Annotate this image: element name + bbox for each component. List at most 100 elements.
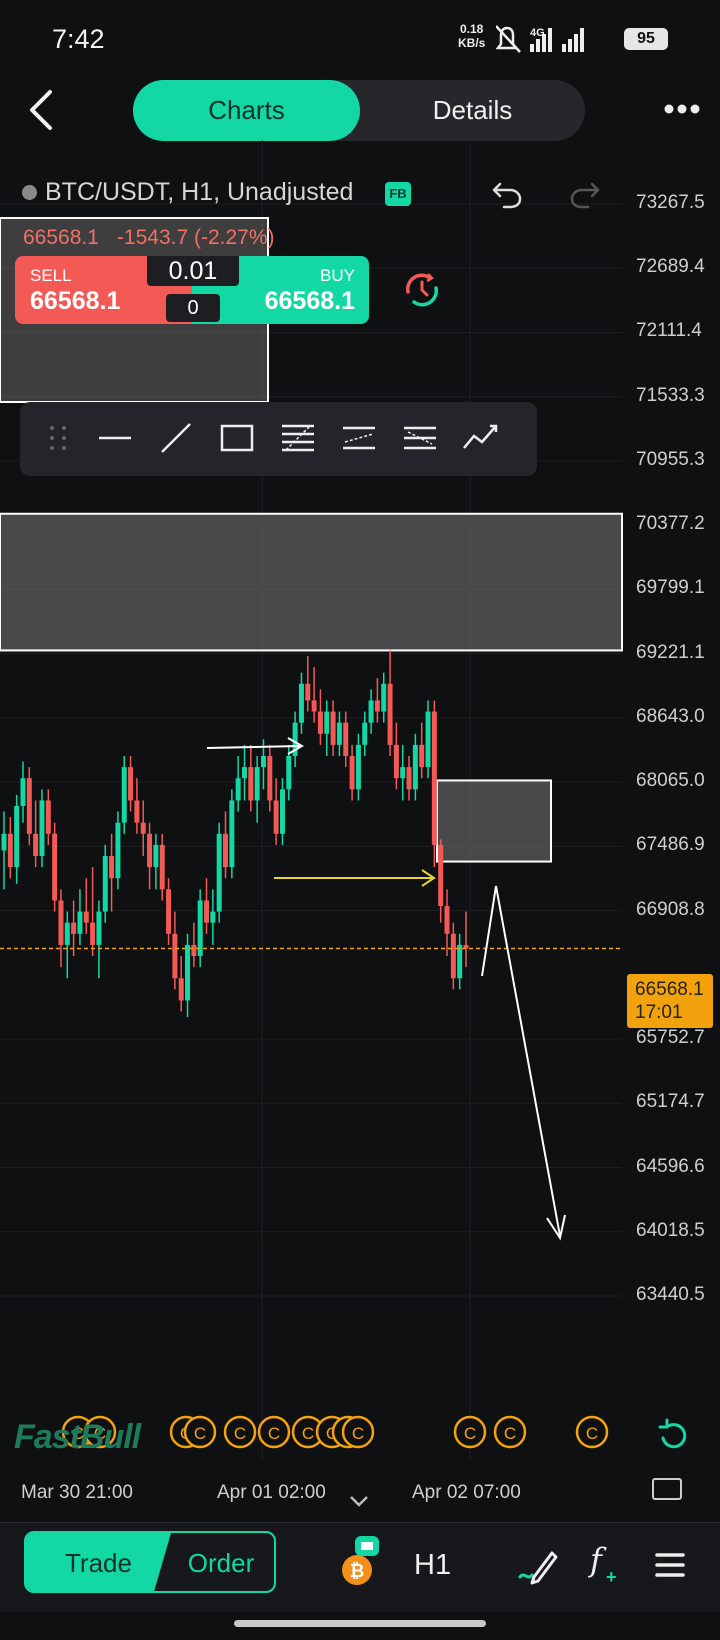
price-axis-label: 69221.1 — [636, 641, 705, 663]
trend-line-icon[interactable] — [156, 418, 196, 458]
candle-body — [336, 722, 342, 745]
rectangle-tool-icon[interactable] — [217, 418, 257, 458]
event-marker-label: C — [302, 1424, 314, 1443]
view-switcher: Charts Details — [133, 80, 585, 141]
candle-body — [286, 756, 292, 790]
candle-body — [425, 711, 431, 768]
projection-arrow — [481, 885, 561, 1237]
candle-body — [197, 900, 203, 957]
fb-badge: FB — [385, 182, 411, 206]
event-marker-ring — [257, 1415, 291, 1449]
candle-body — [292, 722, 298, 757]
candle-body — [26, 778, 32, 834]
horizontal-line-icon[interactable] — [95, 418, 135, 458]
candle-body — [235, 778, 241, 801]
price-axis-label: 69799.1 — [636, 577, 705, 599]
chart-annotations — [0, 737, 622, 1241]
event-marker-label: C — [586, 1424, 598, 1443]
asset-badge-icon — [355, 1536, 379, 1556]
back-arrow-icon[interactable] — [22, 88, 62, 132]
event-marker-ring — [223, 1415, 257, 1449]
candle-body — [191, 944, 197, 957]
price-axis-label: 66908.8 — [636, 898, 705, 920]
candle-body — [185, 944, 191, 1001]
candle-body — [128, 767, 134, 801]
redo-icon[interactable] — [568, 176, 602, 210]
tab-details[interactable]: Details — [432, 95, 513, 125]
status-bar: 7:42 0.18 KB/s 4G 95 — [0, 0, 720, 76]
candle-body — [64, 922, 70, 945]
candle-body — [109, 856, 115, 879]
candle-body — [1, 833, 7, 851]
candle-body — [406, 767, 412, 790]
supply-zone — [0, 512, 623, 652]
time-label: Apr 02 07:00 — [412, 1482, 521, 1503]
price-chart[interactable]: CCCCCCCCCCCCC — [0, 140, 720, 1460]
tab-order[interactable]: Order — [187, 1548, 255, 1578]
candle-body — [381, 683, 387, 712]
home-indicator[interactable] — [234, 1620, 486, 1627]
candle-body — [216, 833, 222, 912]
buy-price: 66568.1 — [264, 287, 355, 315]
net-speed: 0.18 KB/s — [458, 22, 485, 50]
candle-body — [393, 744, 399, 779]
polyline-tool-icon[interactable] — [462, 418, 502, 458]
candle-body — [450, 933, 456, 979]
event-marker-ring — [575, 1415, 609, 1449]
candle-body — [140, 822, 146, 834]
chevron-down-icon[interactable] — [348, 1494, 370, 1508]
price-axis-label: 71533.3 — [636, 384, 705, 406]
price-change-row: 66568.1 -1543.7 (-2.27%) — [23, 226, 275, 250]
candle-body — [96, 911, 102, 945]
more-options-icon[interactable] — [664, 102, 700, 116]
add-indicator-plus-icon: + — [606, 1567, 617, 1587]
event-marker-icon: C — [493, 1415, 527, 1449]
candle-body — [368, 700, 374, 723]
bottom-toolbar: Trade Order ₿ H1 f + — [0, 1522, 720, 1612]
tab-charts[interactable]: Charts — [133, 80, 360, 141]
order-block-zone — [436, 779, 552, 863]
candle-body — [317, 711, 323, 734]
candle-body — [400, 767, 406, 779]
drag-handle-icon[interactable] — [38, 418, 78, 458]
buy-button[interactable]: BUY 66568.1 — [192, 256, 369, 324]
mute-icon — [496, 25, 521, 53]
fib-extension-icon[interactable] — [400, 418, 440, 458]
event-marker-label: C — [464, 1424, 476, 1443]
indicators-icon[interactable]: f — [590, 1541, 602, 1579]
fullscreen-icon[interactable] — [652, 1478, 682, 1500]
countdown-timer-icon[interactable] — [400, 268, 444, 312]
event-marker-icon: C — [223, 1415, 257, 1449]
draw-pen-icon[interactable] — [518, 1545, 558, 1585]
candle-body — [438, 844, 444, 907]
price-axis-label: 70377.2 — [636, 513, 705, 535]
menu-icon[interactable] — [654, 1551, 686, 1579]
event-marker-label: C — [234, 1424, 246, 1443]
timeframe-selector[interactable]: H1 — [414, 1549, 452, 1581]
candle-body — [77, 911, 83, 934]
status-icons: 4G — [496, 25, 584, 53]
candle-body — [419, 744, 425, 768]
candle-body — [457, 944, 463, 979]
parallel-channel-icon[interactable] — [339, 418, 379, 458]
candle-body — [33, 833, 39, 857]
candle-body — [115, 822, 121, 879]
undo-icon[interactable] — [490, 176, 524, 210]
price-axis-label: 68065.0 — [636, 770, 705, 792]
event-markers: CCCCCCCCCCCCC — [61, 1415, 609, 1449]
candle-body — [71, 922, 77, 934]
event-marker-icon: C — [453, 1415, 487, 1449]
candle-body — [58, 900, 64, 945]
candle-body — [298, 683, 304, 723]
lot-size-input[interactable]: 0.01 — [147, 256, 239, 286]
price-axis-label: 65174.7 — [636, 1091, 705, 1113]
event-marker-ring — [453, 1415, 487, 1449]
fib-retracement-icon[interactable] — [278, 418, 318, 458]
event-marker-ring — [341, 1415, 375, 1449]
event-marker-label: C — [352, 1424, 364, 1443]
refresh-icon[interactable] — [655, 1418, 691, 1454]
bitcoin-icon[interactable]: ₿ — [340, 1553, 374, 1587]
tab-trade[interactable]: Trade — [26, 1533, 171, 1591]
event-marker-label: C — [194, 1424, 206, 1443]
annotation-arrow — [206, 745, 301, 749]
